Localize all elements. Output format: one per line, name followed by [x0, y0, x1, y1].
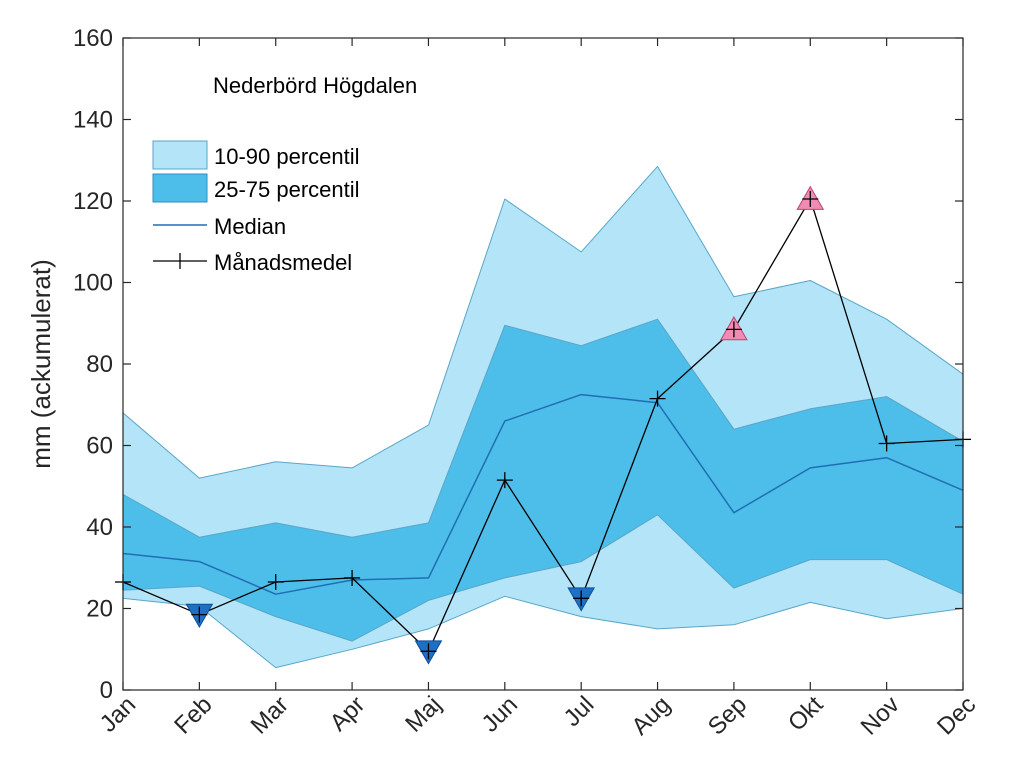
y-tick-label: 0: [100, 677, 113, 704]
y-tick-label: 20: [86, 596, 113, 623]
legend-swatch-25-75: [152, 173, 208, 203]
y-tick-label: 40: [86, 514, 113, 541]
legend-label-median: Median: [214, 214, 286, 239]
plot-area: [115, 165, 971, 669]
chart-title: Nederbörd Högdalen: [213, 73, 417, 98]
mean-point-okt: [802, 190, 819, 207]
legend-label-monthly-mean: Månadsmedel: [214, 250, 352, 275]
legend-label-10-90: 10-90 percentil: [214, 144, 360, 169]
legend-label-25-75: 25-75 percentil: [214, 177, 360, 202]
mean-point-sep: [725, 321, 742, 338]
mean-point-jul: [573, 590, 590, 607]
y-tick-label: 140: [73, 107, 113, 134]
mean-point-feb: [191, 606, 208, 623]
mean-point-mar: [267, 574, 284, 591]
y-tick-label: 80: [86, 351, 113, 378]
mean-point-jun: [496, 472, 513, 489]
y-axis-title: mm (ackumulerat): [26, 259, 56, 468]
y-tick-label: 120: [73, 188, 113, 215]
y-tick-label: 60: [86, 433, 113, 460]
y-tick-label: 100: [73, 270, 113, 297]
y-tick-label: 160: [73, 25, 113, 52]
mean-point-maj: [420, 643, 437, 660]
mean-point-apr: [344, 569, 361, 586]
mean-point-aug: [649, 390, 666, 407]
legend: Nederbörd Högdalen 10-90 percentil 25-75 p…: [152, 73, 417, 275]
legend-swatch-10-90: [152, 140, 208, 170]
mean-point-nov: [878, 435, 895, 452]
legend-swatch-monthly-mean: [153, 253, 207, 269]
monthly-mean-line: [122, 197, 964, 653]
median-line: [122, 393, 964, 595]
